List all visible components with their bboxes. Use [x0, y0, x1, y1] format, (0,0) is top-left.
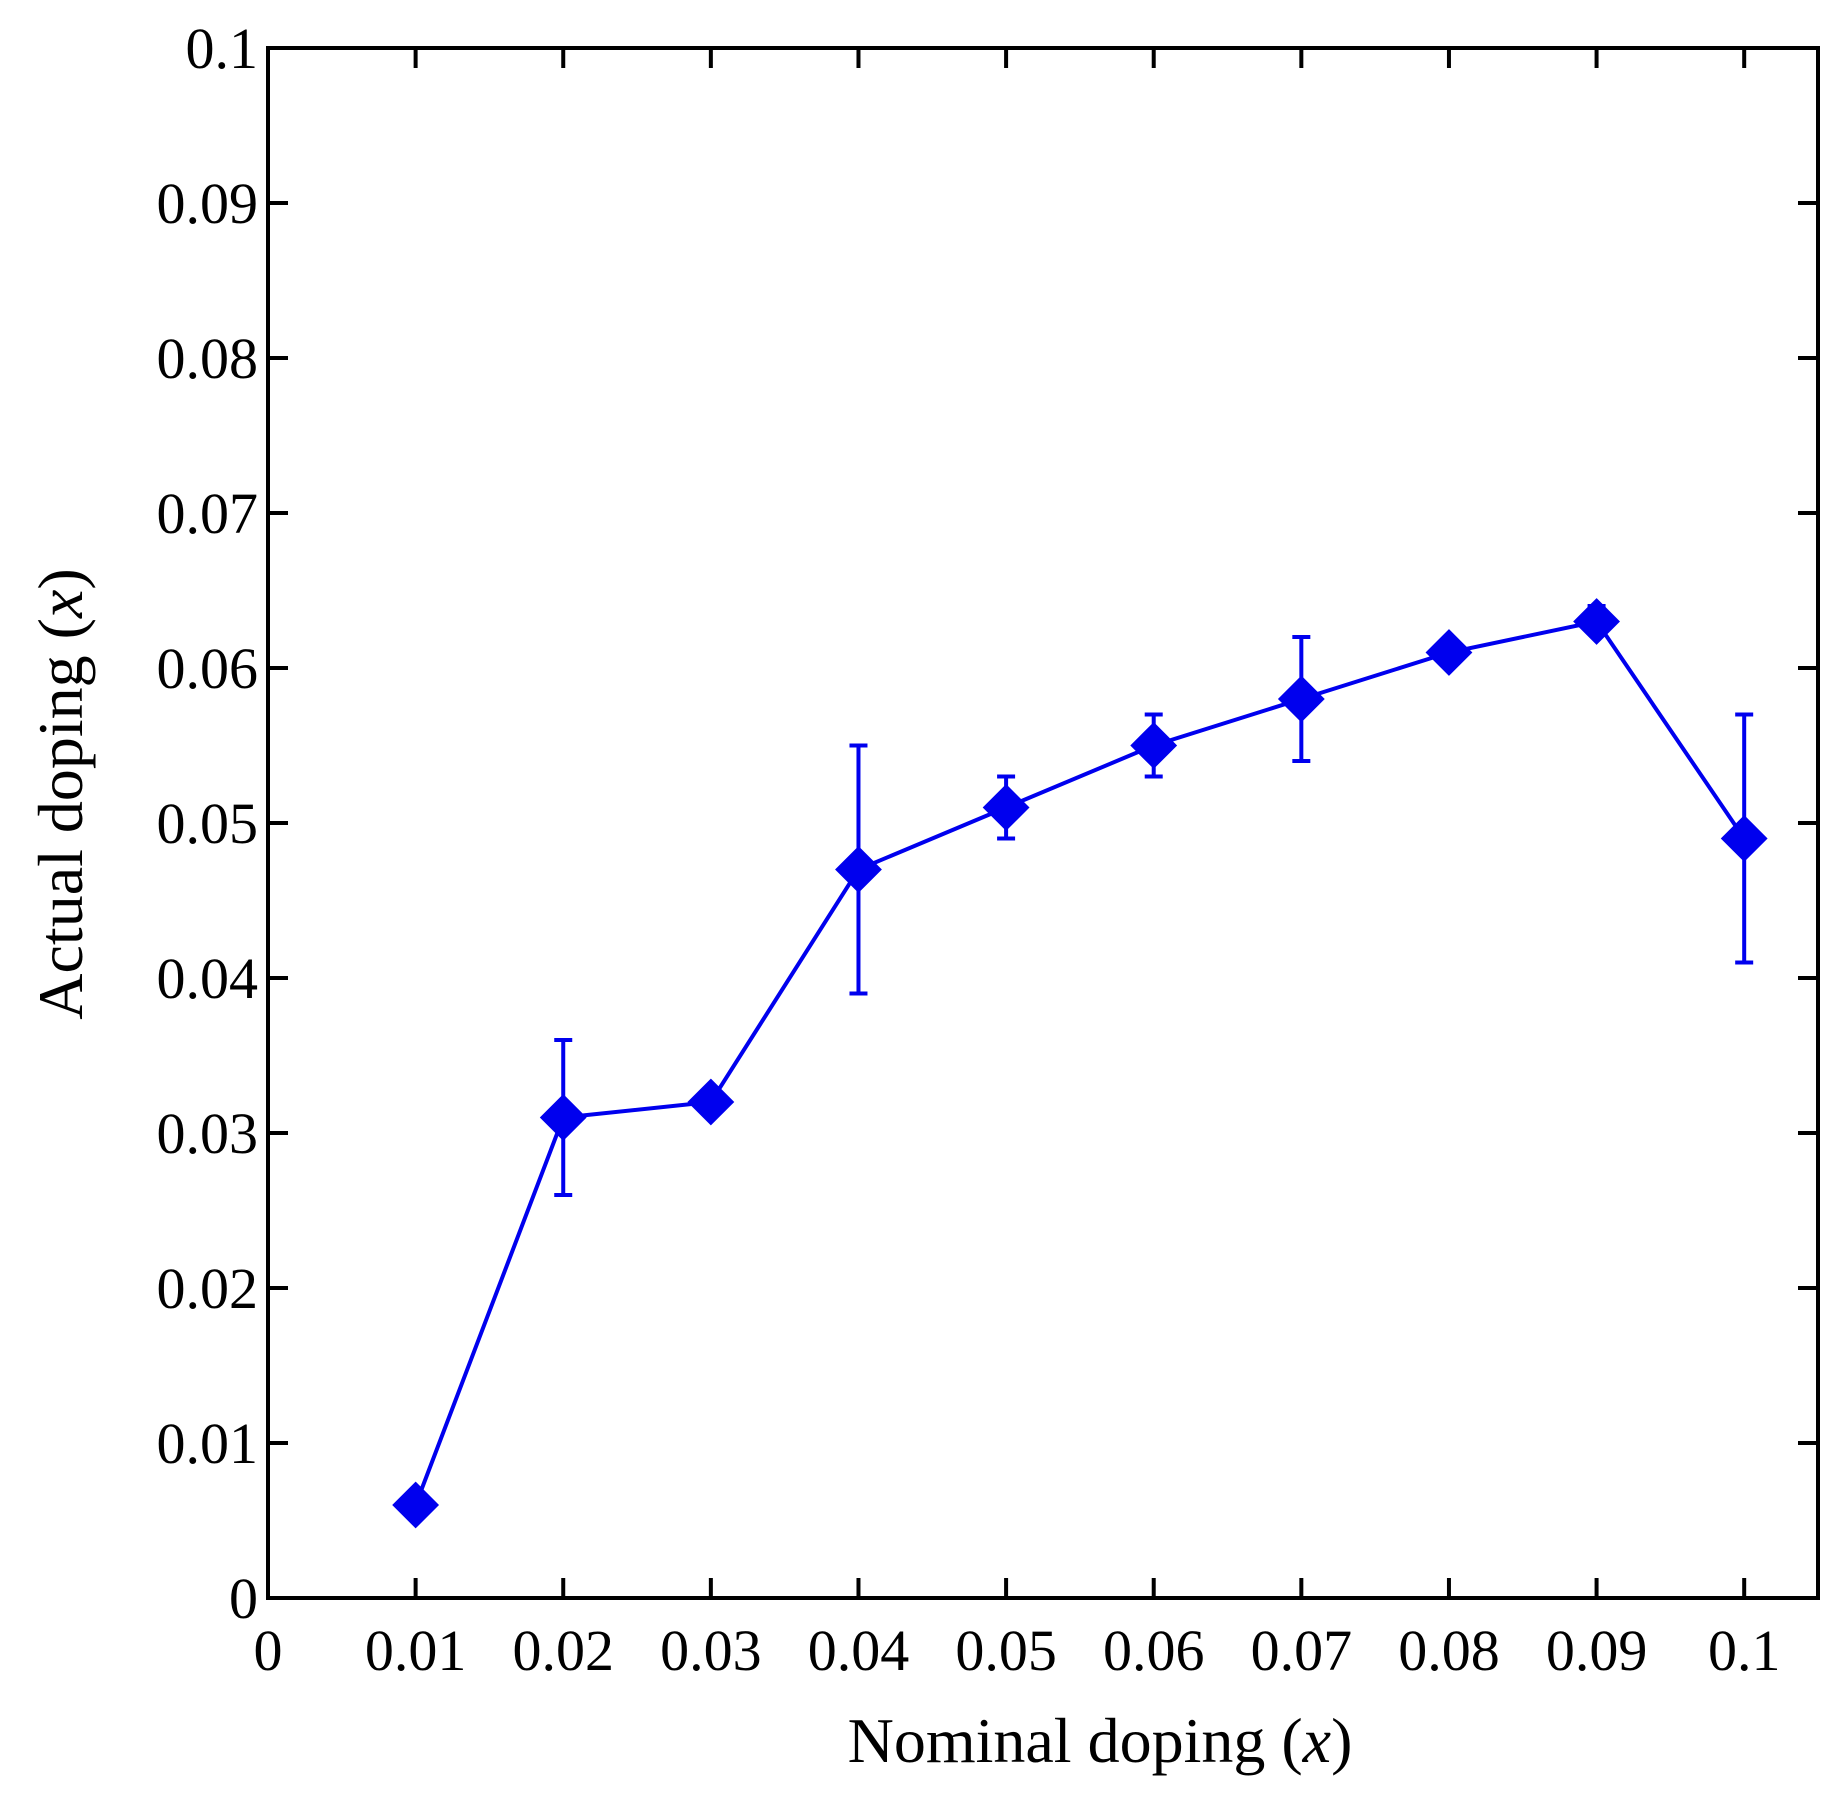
- x-tick-label: 0.02: [512, 1618, 614, 1683]
- y-tick-label: 0: [229, 1566, 258, 1631]
- x-tick-label: 0.04: [808, 1618, 910, 1683]
- y-tick-label: 0.06: [157, 636, 259, 701]
- y-tick-label: 0.1: [186, 16, 259, 81]
- y-tick-label: 0.04: [157, 946, 259, 1011]
- y-tick-label: 0.02: [157, 1256, 259, 1321]
- x-tick-label: 0.01: [365, 1618, 467, 1683]
- data-point-marker: [835, 846, 882, 893]
- x-axis-label: Nominal doping (x): [848, 1705, 1353, 1776]
- x-tick-label: 0.07: [1251, 1618, 1353, 1683]
- data-point-marker: [392, 1481, 440, 1529]
- data-series: [392, 598, 1768, 1529]
- data-point-marker: [687, 1078, 735, 1126]
- data-point-marker: [1425, 629, 1473, 676]
- data-point-marker: [1277, 675, 1325, 723]
- y-tick-label: 0.09: [157, 171, 259, 236]
- x-tick-label: 0: [254, 1618, 283, 1683]
- x-tick-label: 0.05: [955, 1618, 1057, 1683]
- y-tick-label: 0.03: [157, 1101, 259, 1166]
- y-tick-label: 0.08: [157, 326, 259, 391]
- y-tick-labels: 0 0.01 0.02 0.03 0.04 0.05 0.06 0.07 0.08 0.09 0.1: [157, 16, 259, 1631]
- x-tick-label: 0.09: [1546, 1618, 1648, 1683]
- x-tick-label: 0.1: [1708, 1618, 1781, 1683]
- x-tick-label: 0.08: [1398, 1618, 1500, 1683]
- y-axis-label: Actual doping (x): [25, 568, 96, 1019]
- x-tick-label: 0.03: [660, 1618, 762, 1683]
- data-point-marker: [982, 784, 1030, 831]
- series-line: [413, 619, 1746, 1506]
- data-point-marker: [1720, 815, 1768, 862]
- y-tick-label: 0.07: [157, 481, 259, 546]
- plot-area: [266, 46, 1820, 1600]
- data-point-marker: [1573, 598, 1620, 645]
- y-tick-label: 0.05: [157, 791, 259, 856]
- data-point-marker: [1130, 722, 1178, 769]
- x-tick-labels: 0 0.01 0.02 0.03 0.04 0.05 0.06 0.07 0.08 0.09 0.1: [254, 1618, 1781, 1683]
- x-tick-label: 0.06: [1103, 1618, 1205, 1683]
- data-point-marker: [539, 1094, 587, 1141]
- y-tick-label: 0.01: [157, 1411, 259, 1476]
